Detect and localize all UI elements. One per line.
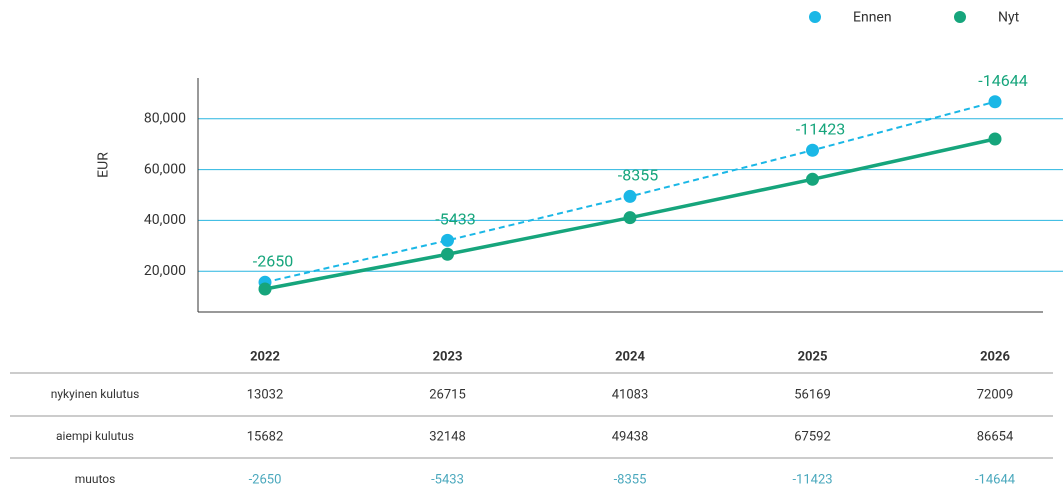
y-tick-label: 40,000 xyxy=(144,212,186,228)
y-axis-label: EUR xyxy=(96,152,112,178)
table-cell: 15682 xyxy=(247,429,284,444)
row-label: muutos xyxy=(75,472,116,486)
y-tick-label: 20,000 xyxy=(144,263,186,279)
legend-marker xyxy=(809,11,821,23)
y-tick-label: 60,000 xyxy=(144,161,186,177)
table-cell: 26715 xyxy=(429,387,466,402)
table-cell: 13032 xyxy=(247,387,284,402)
data-point xyxy=(258,282,272,296)
legend-label: Nyt xyxy=(998,10,1020,26)
annotation: -5433 xyxy=(435,210,475,229)
table-header: 2023 xyxy=(433,349,463,364)
data-point xyxy=(988,132,1002,146)
table-cell: -11423 xyxy=(792,472,832,487)
table-cell: 67592 xyxy=(794,429,831,444)
legend-marker xyxy=(954,11,966,23)
table-cell: 49438 xyxy=(612,429,649,444)
table-header: 2022 xyxy=(250,349,280,364)
table-cell: -2650 xyxy=(249,472,282,487)
table-cell: -8355 xyxy=(614,472,647,487)
data-point xyxy=(441,247,454,261)
data-point xyxy=(623,189,637,203)
table-cell: 56169 xyxy=(794,387,831,402)
table-cell: 32148 xyxy=(429,429,466,444)
y-tick-label: 80,000 xyxy=(144,110,186,126)
table-cell: -5433 xyxy=(431,472,464,487)
table-cell: 86654 xyxy=(977,429,1014,444)
data-point xyxy=(806,143,819,157)
table-header: 2024 xyxy=(615,349,645,364)
data-point xyxy=(623,211,637,225)
data-point xyxy=(806,172,819,186)
table-header: 2026 xyxy=(980,349,1010,364)
legend-label: Ennen xyxy=(853,10,892,26)
annotation: -2650 xyxy=(253,252,293,271)
table-cell: -14644 xyxy=(975,472,1016,487)
annotation: -8355 xyxy=(618,166,658,185)
row-label: nykyinen kulutus xyxy=(51,387,140,401)
annotation: -11423 xyxy=(796,119,845,138)
row-label: aiempi kulutus xyxy=(56,429,134,443)
data-point xyxy=(441,233,454,247)
table-cell: 72009 xyxy=(977,387,1014,402)
data-point xyxy=(988,95,1002,109)
annotation: -14644 xyxy=(978,71,1027,90)
table-cell: 41083 xyxy=(612,387,649,402)
table-header: 2025 xyxy=(798,349,828,364)
